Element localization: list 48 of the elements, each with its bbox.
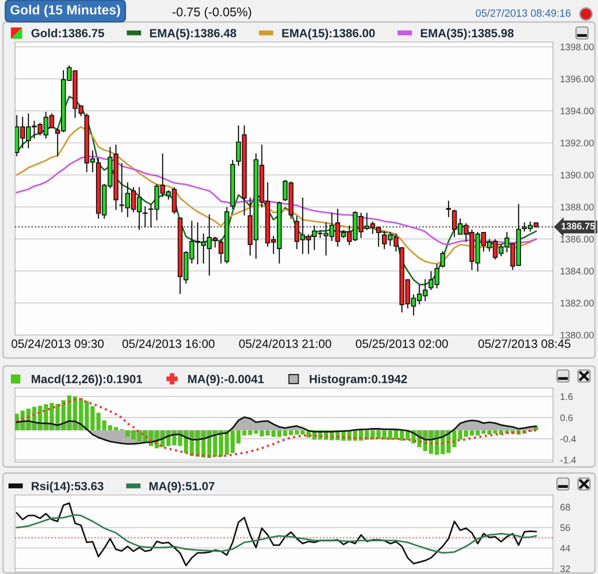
- y-tick-label: 1380.00: [560, 332, 594, 339]
- legend-label: EMA(35):1385.98: [420, 28, 514, 40]
- legend-label: Histogram:0.1942: [310, 374, 407, 386]
- y-tick-label: 1396.00: [560, 76, 594, 82]
- legend-label: EMA(15):1386.00: [282, 28, 375, 40]
- chart-subtitle: -0.75 (-0.05%): [172, 7, 252, 19]
- bar: [236, 430, 241, 444]
- y-tick-label: 1390.00: [560, 172, 594, 178]
- y-tick-label: 1384.00: [560, 268, 594, 274]
- legend-label: Rsi(14):53.63: [32, 482, 104, 493]
- candlestick: [440, 251, 446, 268]
- y-tick-label: 32: [560, 565, 570, 572]
- chart-title: Gold (15 Minutes): [10, 4, 120, 18]
- legend-label: Gold:1386.75: [31, 28, 104, 38]
- bar: [271, 430, 276, 437]
- y-tick-label: -1.4: [560, 456, 576, 464]
- y-tick-label: 1394.00: [560, 108, 594, 114]
- x-tick-label: 05/27/2013 08:45: [478, 339, 570, 348]
- legend-label: MA(9):-0.0041: [188, 374, 264, 386]
- line-series: [16, 502, 537, 566]
- candlestick: [446, 200, 451, 218]
- legend-label: MA(9):51.07: [149, 482, 214, 493]
- x-tick-label: 05/24/2013 16:00: [122, 339, 214, 348]
- x-tick-label: 05/24/2013 09:30: [12, 339, 104, 348]
- bar: [376, 430, 381, 440]
- y-tick-label: 1386.00: [560, 236, 594, 242]
- x-tick-label: 05/24/2013 21:00: [239, 339, 332, 348]
- y-tick-label: 56: [560, 524, 570, 532]
- line-series: [16, 398, 538, 458]
- bar: [288, 430, 294, 435]
- y-tick-label: 1.6: [560, 393, 573, 400]
- y-tick-label: 1388.00: [560, 204, 594, 210]
- y-tick-label: 1382.00: [560, 300, 594, 306]
- y-tick-label: 44: [560, 544, 570, 552]
- y-tick-label: 68: [560, 504, 570, 510]
- x-tick-label: 05/25/2013 02:00: [356, 339, 448, 348]
- y-tick-label: 1398.00: [560, 44, 594, 50]
- candlestick: [142, 206, 148, 228]
- line-series: [16, 514, 537, 554]
- legend-label: EMA(5):1386.48: [150, 28, 236, 40]
- text: 05/27/2013 08:49:16: [476, 9, 571, 17]
- bar: [394, 430, 398, 440]
- ref-line-label: 1386.75: [562, 222, 595, 230]
- legend-label: Macd(12,26)):0.1901: [32, 374, 142, 386]
- y-tick-label: 1392.00: [560, 140, 594, 146]
- y-tick-label: 0.6: [560, 414, 573, 422]
- bar: [126, 430, 130, 437]
- y-tick-label: -0.4: [560, 436, 576, 442]
